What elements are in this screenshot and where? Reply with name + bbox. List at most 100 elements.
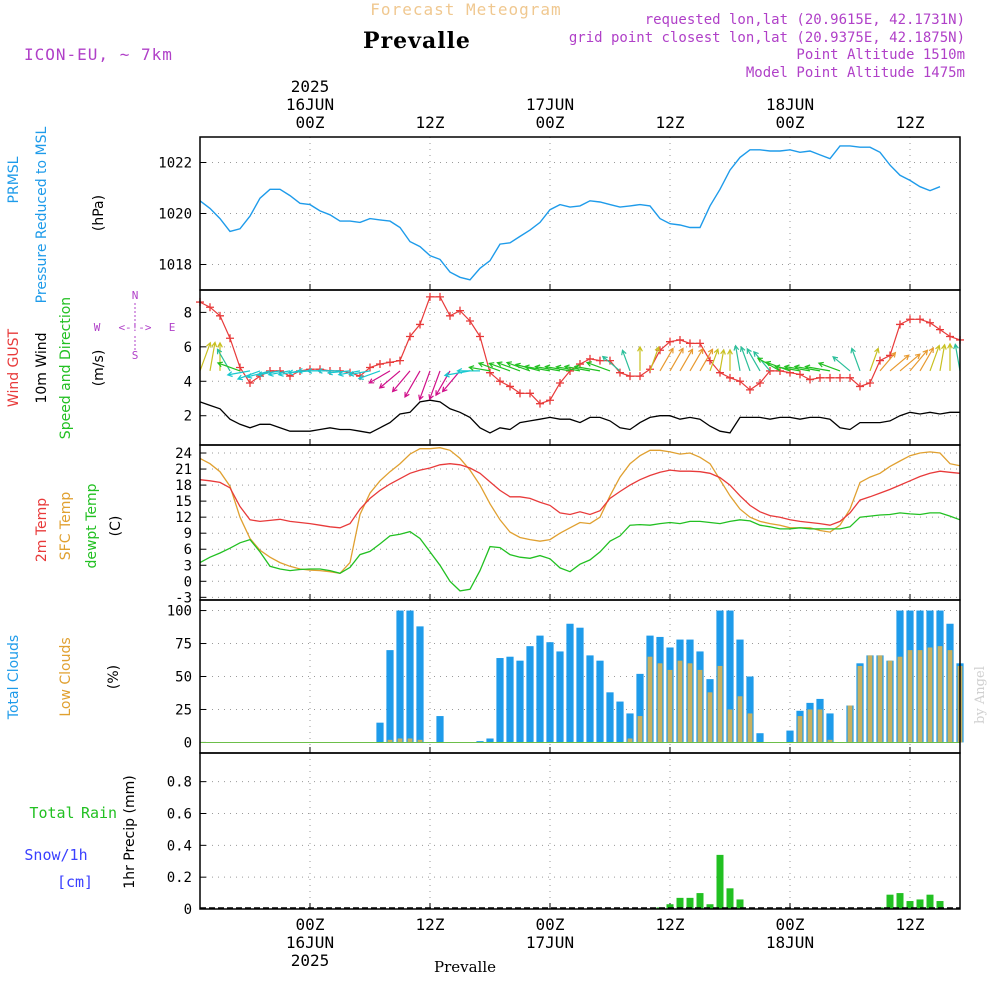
bar-total-clouds xyxy=(526,646,534,743)
bar-precip xyxy=(696,893,704,909)
bar-total-clouds xyxy=(606,692,614,743)
axis-label-temp: SFC Temp xyxy=(58,492,74,561)
wind-arrow xyxy=(919,346,934,372)
gust-marker xyxy=(456,306,464,315)
wind-arrow xyxy=(217,341,223,371)
gust-marker xyxy=(236,363,244,372)
bar-total-clouds xyxy=(786,730,794,743)
bar-precip xyxy=(706,904,714,909)
axis-label-precip: Snow/1h xyxy=(24,846,87,864)
gridpoint-coords: grid point closest lon,lat (20.9375E, 42… xyxy=(569,30,965,46)
panel-pressure: 1018 1020 1022 xyxy=(158,137,960,290)
bar-precip xyxy=(906,901,914,909)
top-tick-label: 12Z xyxy=(416,113,445,132)
bar-low-clouds xyxy=(827,739,833,743)
wind-arrow xyxy=(899,353,921,372)
y-tick-label: 12 xyxy=(175,510,192,526)
axis-label-temp: (C) xyxy=(108,516,124,537)
wind-arrow xyxy=(226,370,251,378)
y-tick-label: 4 xyxy=(184,374,192,390)
top-date: 16JUN xyxy=(286,95,334,114)
wind-arrow xyxy=(544,364,571,372)
requested-coords: requested lon,lat (20.9615E, 42.1731N) xyxy=(645,12,965,28)
wind-arrow xyxy=(496,361,521,372)
bar-low-clouds xyxy=(737,696,743,743)
gust-marker xyxy=(636,372,644,381)
top-date-hour: 00Z xyxy=(536,113,565,132)
wind-arrow xyxy=(719,348,726,372)
top-date: 18JUN xyxy=(766,95,814,114)
wind-arrow xyxy=(441,370,461,393)
wind-arrow xyxy=(699,348,714,372)
gust-marker xyxy=(936,325,944,334)
bar-low-clouds xyxy=(817,709,823,743)
gust-marker xyxy=(366,363,374,372)
wind-arrow xyxy=(817,361,841,372)
gust-marker xyxy=(896,320,904,329)
bar-low-clouds xyxy=(397,738,403,743)
credit-watermark: by Angel xyxy=(973,666,988,724)
bar-total-clouds xyxy=(496,658,504,743)
model-label: ICON-EU, ~ 7km xyxy=(24,45,173,64)
bar-low-clouds xyxy=(387,739,393,743)
bar-low-clouds xyxy=(937,646,943,743)
axis-label-precip: Total xyxy=(29,804,74,822)
wind-arrow xyxy=(456,367,480,374)
panel-precip: 0 0.2 0.4 0.6 0.8 xyxy=(167,753,960,918)
gust-marker xyxy=(246,379,254,387)
gust-marker xyxy=(816,373,824,382)
bar-total-clouds xyxy=(726,610,734,743)
bar-total-clouds xyxy=(566,623,574,743)
bar-low-clouds xyxy=(907,650,913,743)
axis-label-temp: 2m Temp xyxy=(34,498,50,562)
gust-marker xyxy=(626,372,634,381)
axis-label-pressure: Pressure Reduced to MSL xyxy=(34,126,50,303)
wind-arrow xyxy=(477,361,501,372)
gust-marker xyxy=(396,356,404,365)
chart-title: Forecast Meteogram xyxy=(370,0,561,19)
wind-arrow xyxy=(746,347,761,372)
bar-precip xyxy=(686,897,694,909)
bar-precip xyxy=(726,888,734,909)
wind-arrow xyxy=(267,370,291,377)
wind-arrow xyxy=(939,343,947,372)
bar-total-clouds xyxy=(486,738,494,743)
gust-marker xyxy=(206,303,214,312)
gust-marker xyxy=(776,366,784,375)
wind-arrow xyxy=(428,370,441,401)
wind-arrow xyxy=(869,347,880,372)
gust-marker xyxy=(436,292,444,301)
gust-marker xyxy=(226,334,234,343)
bottom-tick-label: 12Z xyxy=(896,915,925,934)
compass-n: N xyxy=(132,289,139,302)
gust-marker xyxy=(496,377,504,386)
wind-arrow xyxy=(316,367,340,374)
bar-low-clouds xyxy=(727,709,733,743)
top-year: 2025 xyxy=(291,77,330,96)
y-tick-label: 25 xyxy=(175,702,192,718)
gust-marker xyxy=(386,358,394,367)
axis-label-clouds: Low Clouds xyxy=(58,637,74,716)
wind-arrow xyxy=(953,343,961,372)
y-tick-label: 24 xyxy=(175,446,192,462)
gust-marker xyxy=(946,332,954,341)
wind-arrow xyxy=(585,361,611,372)
wind-arrow xyxy=(637,345,643,371)
series-sfc-temp xyxy=(199,447,961,574)
gust-marker xyxy=(766,366,774,375)
wind-arrow xyxy=(739,345,751,372)
axis-label-temp: dewpt Temp xyxy=(84,483,100,568)
y-tick-label: 0.2 xyxy=(167,870,192,886)
y-tick-label: 0 xyxy=(184,574,192,590)
gust-marker xyxy=(806,375,814,384)
gust-marker xyxy=(876,356,884,365)
wind-arrow xyxy=(443,370,471,378)
model-altitude: Model Point Altitude 1475m xyxy=(746,65,965,81)
gust-marker xyxy=(796,370,804,379)
axis-label-wind: Speed and Direction xyxy=(58,297,74,439)
y-tick-label: 50 xyxy=(175,670,192,686)
wind-arrow xyxy=(850,347,861,372)
wind-arrow xyxy=(649,345,661,372)
bar-low-clouds xyxy=(667,669,673,743)
